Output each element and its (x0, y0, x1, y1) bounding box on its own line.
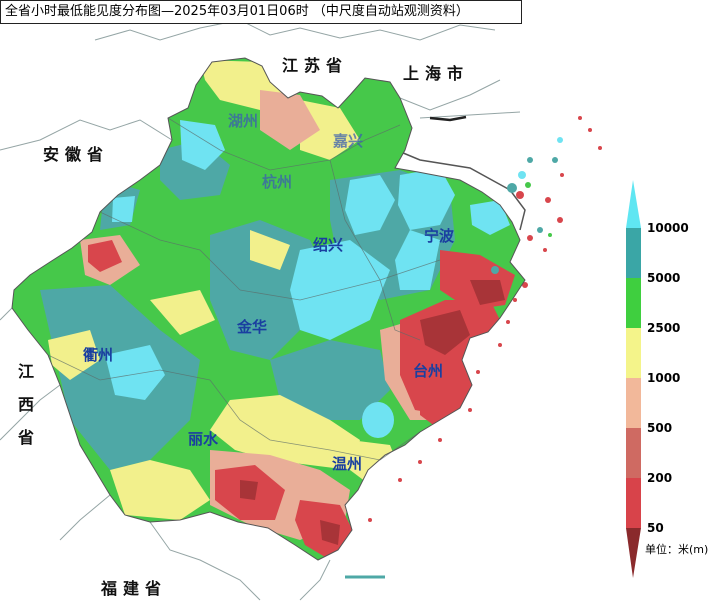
city-ningbo: 宁波 (424, 227, 455, 245)
label-jiangsu: 江苏省 (282, 56, 349, 75)
city-taizhou: 台州 (413, 362, 444, 380)
islands (368, 116, 602, 522)
province-boundaries (0, 19, 521, 601)
coastline-hangzhou-bay (395, 149, 526, 231)
legend-unit: 单位：米(m) (645, 543, 709, 556)
city-wenzhou: 温州 (332, 455, 363, 473)
legend-level-500: 500 (647, 421, 673, 435)
islands-green (525, 182, 552, 237)
label-jiangxi: 江西省 (17, 362, 34, 447)
label-shanghai: 上海市 (403, 64, 470, 83)
city-jiaxing: 嘉兴 (333, 132, 364, 150)
legend-level-2500: 2500 (647, 321, 681, 335)
map-title: 全省小时最低能见度分布图—2025年03月01日06时 （中尺度自动站观测资料） (0, 0, 522, 24)
city-hangzhou: 杭州 (262, 173, 293, 191)
legend-level-50: 50 (647, 521, 664, 535)
islands-teal (491, 157, 558, 274)
legend-level-1000: 1000 (647, 371, 681, 385)
city-quzhou: 衢州 (83, 346, 114, 364)
zhejiang-outline (11, 57, 526, 561)
islands-cyan (518, 137, 563, 179)
city-jinhua: 金华 (237, 318, 268, 336)
city-boundaries (47, 117, 441, 461)
label-anhui: 安徽省 (43, 145, 110, 164)
city-huzhou: 湖州 (228, 112, 259, 130)
label-fujian: 福建省 (101, 579, 168, 598)
legend-level-5000: 5000 (647, 271, 681, 285)
legend-level-200: 200 (647, 471, 673, 485)
city-shaoxing: 绍兴 (313, 236, 344, 254)
legend-colorbar (626, 180, 641, 578)
city-lishui: 丽水 (188, 430, 219, 448)
legend-level-10000: 10000 (647, 221, 689, 235)
